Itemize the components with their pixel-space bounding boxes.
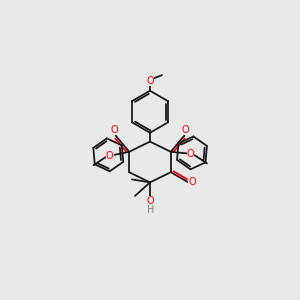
- Text: O: O: [110, 125, 118, 135]
- Text: O: O: [146, 196, 154, 206]
- Text: O: O: [188, 177, 196, 187]
- Text: O: O: [182, 125, 190, 135]
- Text: O: O: [106, 151, 114, 161]
- Text: O: O: [146, 76, 154, 86]
- Text: O: O: [187, 149, 194, 159]
- Text: H: H: [147, 205, 154, 215]
